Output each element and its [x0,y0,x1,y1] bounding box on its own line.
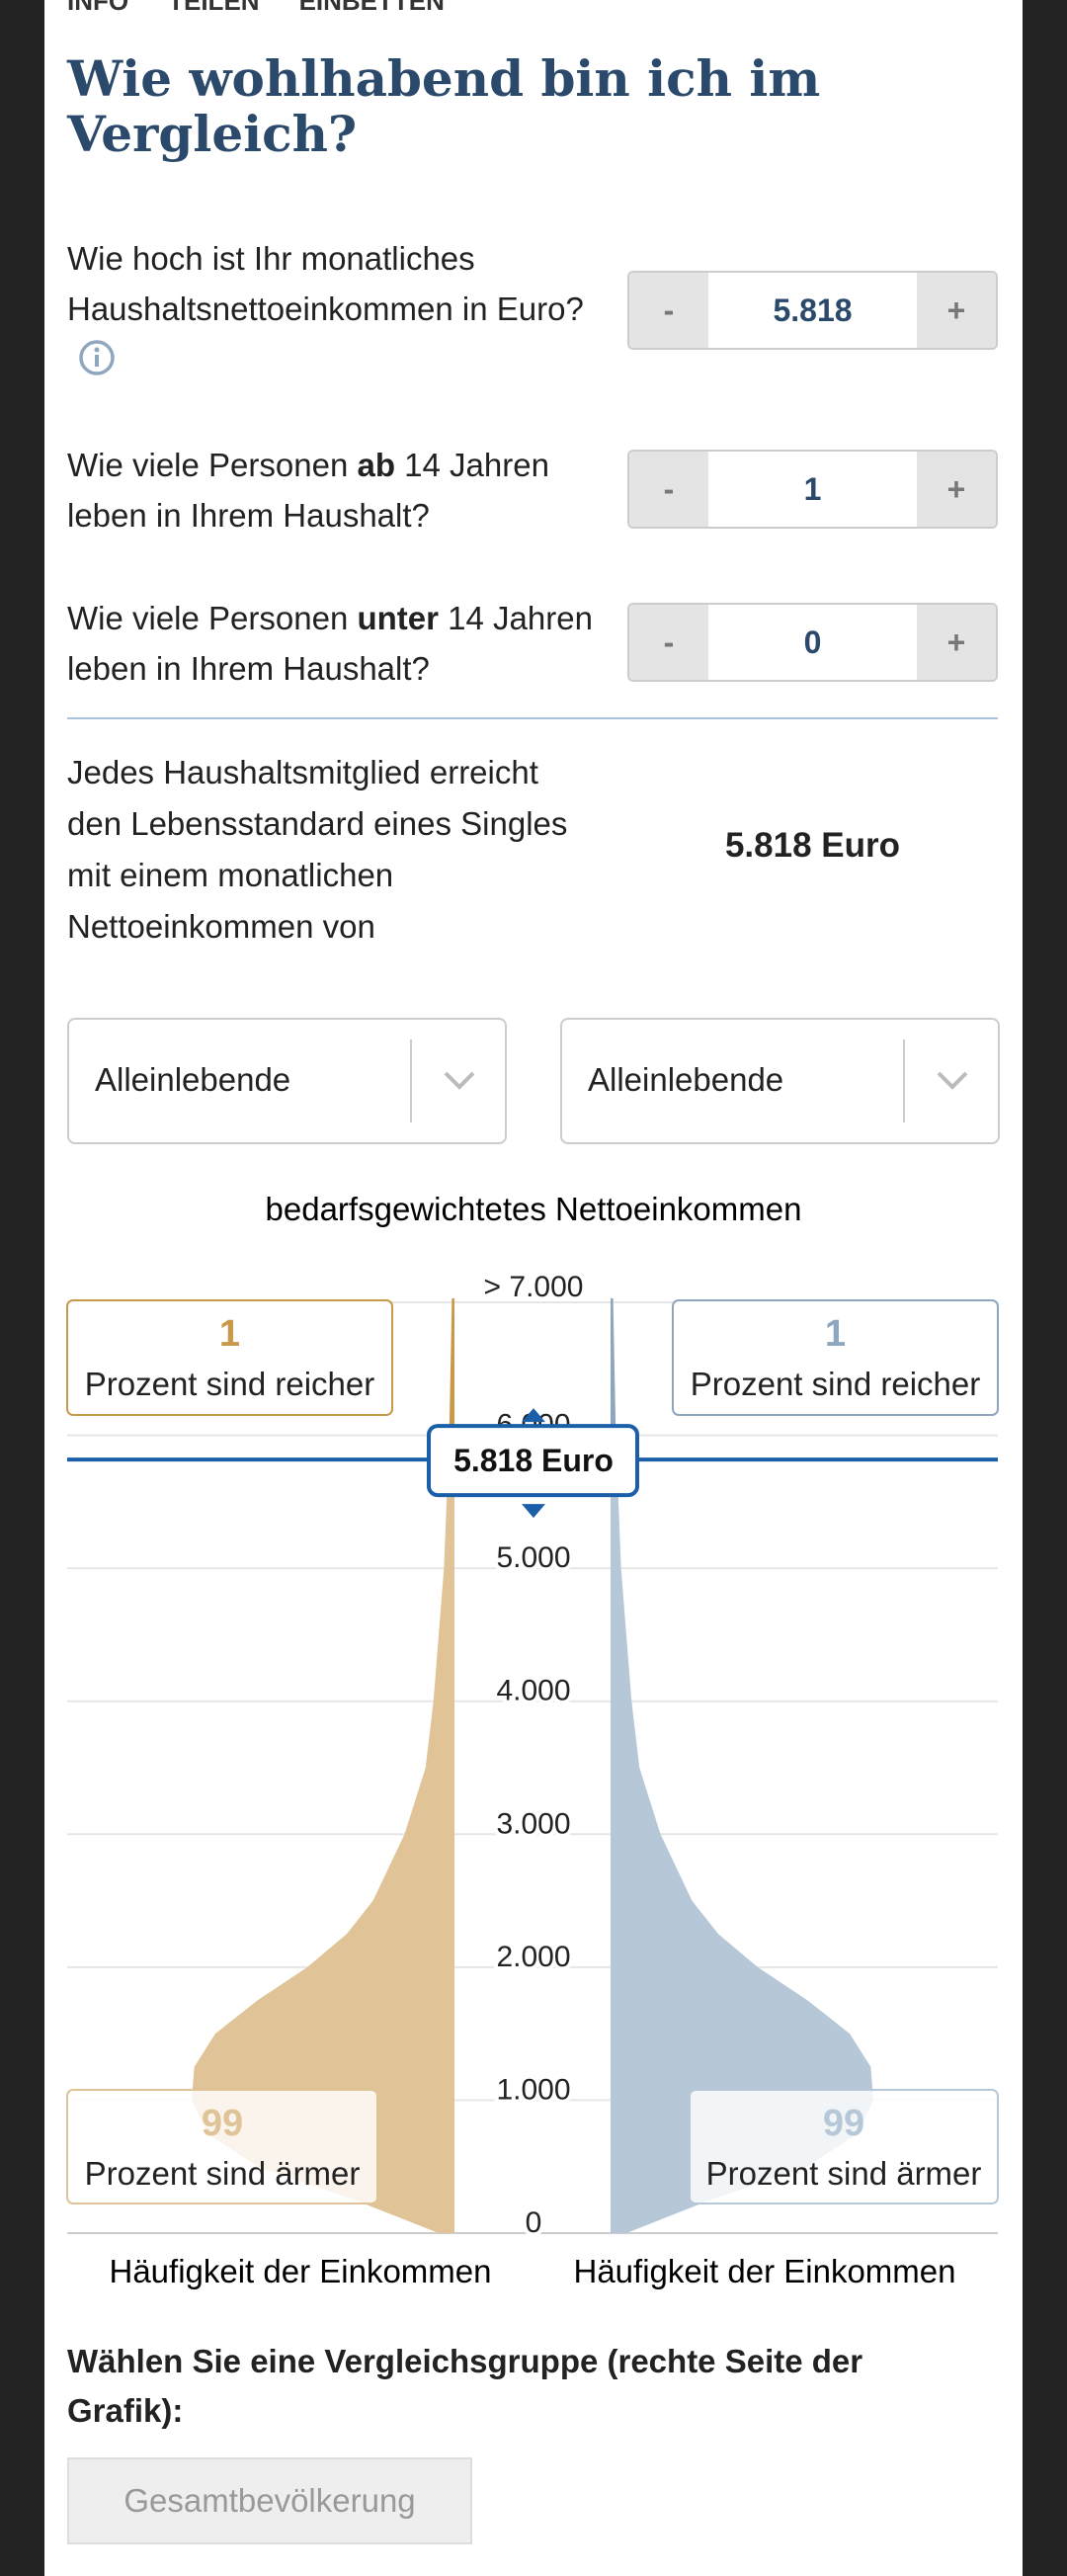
question-text: 14 Jahren leben in Ihrem Haushalt? [67,600,593,687]
separator [410,1039,412,1122]
divider [67,717,998,719]
y-tick-label: > 7.000 [484,1271,584,1303]
question-text: unter [357,600,439,636]
number-input: - 5.818 + [627,271,998,350]
info-box [689,2089,999,2204]
plus-button[interactable]: + [917,605,996,680]
chart-title: bedarfsgewichtetes Nettoeinkommen [266,1191,802,1227]
arrow-down [522,1504,545,1519]
x-label: Häufigkeit der Einkommen [573,2253,955,2289]
separator [903,1039,905,1122]
marker-box [427,1424,639,1498]
y-tick-label: 0 [526,2206,542,2239]
info-text: Prozent sind reicher [691,1366,980,1402]
result-text: Jedes Haushaltsmitglied erreicht den Leb… [67,754,568,945]
page: INFO TEILEN EINBETTEN Wie wohlhabend bin… [44,0,1023,2576]
marker-label: 5.818 Euro [453,1443,614,1478]
info-number: 1 [825,1313,846,1355]
plus-button[interactable]: + [917,273,996,348]
question-text: Wie hoch ist Ihr monatliches Haushaltsne… [67,240,584,327]
dropdown[interactable]: Alleinlebende [67,1018,507,1144]
minus-button[interactable]: - [629,452,708,527]
y-tick-label: 5.000 [496,1541,570,1574]
minus-button[interactable]: - [629,273,708,348]
violin [611,1298,873,2233]
info-icon [67,338,620,377]
y-tick-label: 3.000 [496,1807,570,1840]
input-value: 5.818 [773,291,853,328]
arrow-up [522,1408,545,1423]
group-button[interactable]: Gesamtbevölkerung [67,2457,472,2544]
nav: INFO TEILEN EINBETTEN [67,0,445,17]
info-number: 99 [202,2103,243,2144]
number-input: - 1 + [627,450,998,529]
y-tick-label: 4.000 [496,1675,570,1707]
dropdown[interactable]: Alleinlebende [560,1018,1000,1144]
title: Wie wohlhabend bin ich im Vergleich? [67,49,821,163]
plus-button[interactable]: + [917,452,996,527]
violin [192,1298,454,2233]
info-number: 1 [219,1313,240,1355]
info-box [66,2089,378,2204]
chevron [937,1071,968,1090]
dropdown-text: Alleinlebende [588,1061,784,1098]
chevron [444,1071,475,1090]
chart: bedarfsgewichtetes Nettoeinkommen 0 1.000 2… [66,1191,999,2289]
question: Wie viele Personen ab 14 Jahren leben in… [67,440,620,540]
info-box [672,1299,999,1416]
question-text: ab [357,447,395,483]
question-text: Wie viele Personen [67,447,358,483]
input-value: 1 [803,470,822,507]
group-heading: Wählen Sie eine Vergleichsgruppe (rechte… [67,2343,863,2429]
info-text: Prozent sind reicher [85,1366,374,1402]
info-number: 99 [823,2103,864,2144]
result-value: 5.818 Euro [724,826,901,865]
input-value: 0 [803,623,822,660]
question: Wie viele Personen unter 14 Jahren leben… [67,593,620,694]
info-box [66,1299,393,1416]
y-tick-label: 1.000 [496,2073,570,2106]
x-label: Häufigkeit der Einkommen [109,2253,491,2289]
question-text: 14 Jahren leben in Ihrem Haushalt? [67,447,549,534]
question-text: Wie viele Personen [67,600,358,636]
info-text: Prozent sind ärmer [85,2155,361,2192]
nav-share[interactable]: TEILEN [168,0,260,16]
number-input: - 0 + [627,603,998,682]
nav-info[interactable]: INFO [67,0,129,16]
y-tick-label: 2.000 [496,1941,570,1973]
info-text: Prozent sind ärmer [706,2155,982,2192]
dropdown-text: Alleinlebende [95,1061,291,1098]
minus-button[interactable]: - [629,605,708,680]
question: Wie hoch ist Ihr monatliches Haushaltsne… [67,233,620,377]
nav-embed[interactable]: EINBETTEN [298,0,445,16]
